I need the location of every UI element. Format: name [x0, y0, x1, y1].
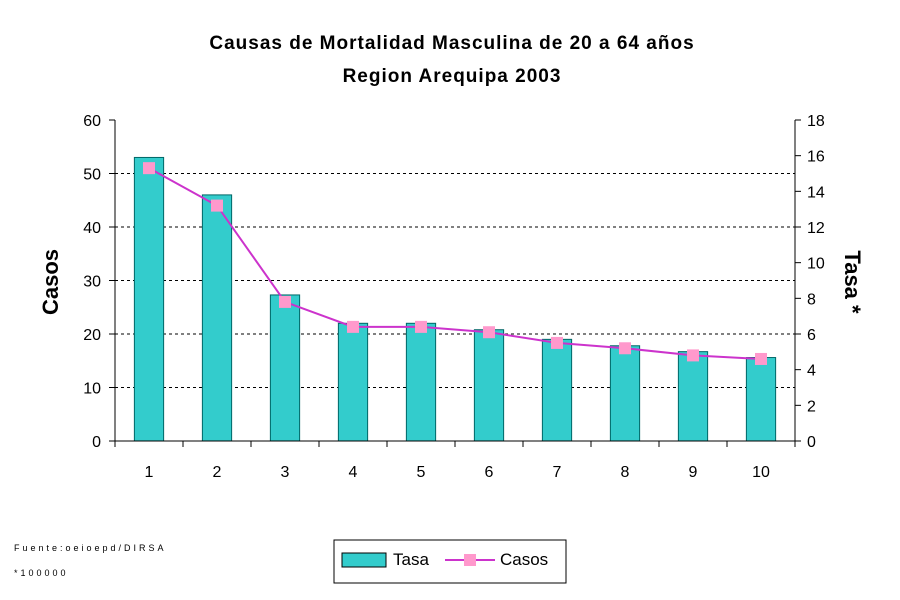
line-point — [551, 336, 563, 349]
bar — [677, 351, 709, 442]
bar-series — [133, 156, 777, 442]
bar — [541, 338, 573, 442]
line-point — [347, 320, 359, 333]
y-tick-label-left: 40 — [83, 220, 101, 237]
source-note: Fuente:oeioepd/DIRSA — [14, 543, 167, 553]
x-tick-label: 8 — [621, 464, 630, 481]
y-tick-label-right: 8 — [807, 291, 816, 308]
x-tick-label: 5 — [417, 464, 426, 481]
y-tick-label-right: 14 — [807, 184, 825, 201]
x-tick-label: 4 — [349, 464, 358, 481]
y-tick-label-right: 4 — [807, 363, 816, 380]
chart-subtitle: Region Arequipa 2003 — [343, 66, 562, 87]
y-tick-label-right: 0 — [807, 434, 816, 451]
x-tick-label: 3 — [281, 464, 290, 481]
y-axis-title-right: Tasa * — [840, 250, 865, 314]
line-point — [483, 326, 495, 339]
bar — [337, 322, 369, 442]
legend-label-tasa: Tasa — [393, 550, 429, 569]
y-tick-label-left: 20 — [83, 327, 101, 344]
y-tick-label-right: 2 — [807, 398, 816, 415]
legend-marker-casos — [464, 554, 476, 566]
line-point — [755, 352, 767, 365]
line-point — [143, 162, 155, 175]
line-series — [143, 162, 767, 365]
y-tick-label-left: 50 — [83, 167, 101, 184]
bar — [609, 345, 641, 442]
x-tick-label: 1 — [145, 464, 154, 481]
x-tick-label: 7 — [553, 464, 562, 481]
y-tick-label-left: 30 — [83, 274, 101, 291]
y-tick-label-left: 10 — [83, 381, 101, 398]
y-tick-label-right: 6 — [807, 327, 816, 344]
line-point — [619, 342, 631, 355]
y-tick-label-right: 12 — [807, 220, 825, 237]
x-tick-label: 2 — [213, 464, 222, 481]
bar — [133, 156, 165, 442]
footnote: *100000 — [14, 568, 69, 578]
x-tick-label: 6 — [485, 464, 494, 481]
axes — [109, 119, 801, 447]
line-point — [415, 320, 427, 333]
chart-title: Causas de Mortalidad Masculina de 20 a 6… — [209, 33, 694, 54]
bar — [745, 357, 777, 442]
y-tick-label-left: 60 — [83, 113, 101, 130]
line-point — [279, 295, 291, 308]
x-tick-label: 10 — [752, 464, 770, 481]
line-point — [211, 199, 223, 212]
x-tick-label: 9 — [689, 464, 698, 481]
y-tick-label-right: 10 — [807, 256, 825, 273]
bar — [201, 194, 233, 442]
legend-label-casos: Casos — [500, 550, 548, 569]
line-point — [687, 349, 699, 362]
bar — [405, 322, 437, 442]
bar — [269, 294, 301, 442]
y-tick-label-right: 16 — [807, 149, 825, 166]
bar — [473, 329, 505, 442]
y-tick-label-left: 0 — [92, 434, 101, 451]
series-line — [148, 167, 762, 360]
legend-swatch-tasa — [341, 552, 387, 568]
y-tick-label-right: 18 — [807, 113, 825, 130]
legend: Tasa Casos — [333, 539, 567, 584]
y-axis-title-left: Casos — [38, 249, 63, 315]
